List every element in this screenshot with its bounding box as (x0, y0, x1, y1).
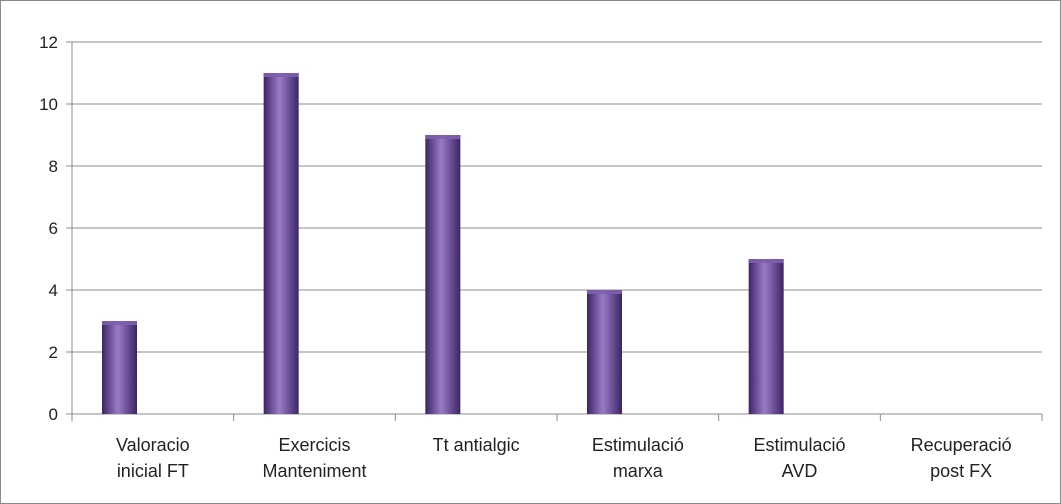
bar-body-2 (425, 135, 461, 414)
y-tick-label-10: 10 (39, 95, 58, 114)
x-category-label-2: Tt antialgic (433, 435, 520, 455)
x-category-labels: Valoracio inicial FT Exercicis Manteniment T… (116, 435, 1012, 481)
bar-body-0 (102, 321, 137, 414)
bar-2 (425, 135, 461, 414)
x-category-label-4: Estimulació AVD (753, 435, 845, 481)
y-tick-label-4: 4 (49, 281, 58, 300)
bar-body-4 (748, 259, 784, 414)
x-category-label-line: Manteniment (262, 461, 366, 481)
bar-body-1 (263, 73, 299, 414)
x-category-label-line: Tt antialgic (433, 435, 520, 455)
bars (102, 73, 784, 414)
x-category-label-5: Recuperació post FX (911, 435, 1012, 481)
x-category-label-line: Exercicis (278, 435, 350, 455)
bar-0 (102, 321, 137, 414)
y-tick-label-2: 2 (49, 343, 58, 362)
x-category-label-line: Recuperació (911, 435, 1012, 455)
x-category-label-line: inicial FT (117, 461, 189, 481)
bar-4 (748, 259, 784, 414)
bar-cap-4 (748, 259, 784, 263)
bar-cap-0 (102, 321, 137, 325)
x-category-label-line: Valoracio (116, 435, 190, 455)
y-tick-label-6: 6 (49, 219, 58, 238)
bar-1 (263, 73, 299, 414)
x-category-label-1: Exercicis Manteniment (262, 435, 366, 481)
bar-body-3 (587, 290, 622, 414)
axes (66, 41, 1043, 421)
x-category-label-0: Valoracio inicial FT (116, 435, 190, 481)
bar-cap-1 (263, 73, 299, 77)
x-category-label-line: AVD (782, 461, 818, 481)
x-category-label-line: Estimulació (592, 435, 684, 455)
x-category-label-line: post FX (930, 461, 992, 481)
bar-cap-2 (425, 135, 461, 139)
x-category-label-line: marxa (613, 461, 664, 481)
y-tick-label-0: 0 (49, 405, 58, 424)
y-tick-label-12: 12 (39, 33, 58, 52)
x-category-label-3: Estimulació marxa (592, 435, 684, 481)
bar-cap-3 (587, 290, 622, 294)
y-tick-label-8: 8 (49, 157, 58, 176)
gridlines (72, 41, 1042, 353)
y-tick-labels: 0 2 4 6 8 10 12 (39, 33, 58, 424)
bar-3 (587, 290, 622, 414)
x-category-label-line: Estimulació (753, 435, 845, 455)
